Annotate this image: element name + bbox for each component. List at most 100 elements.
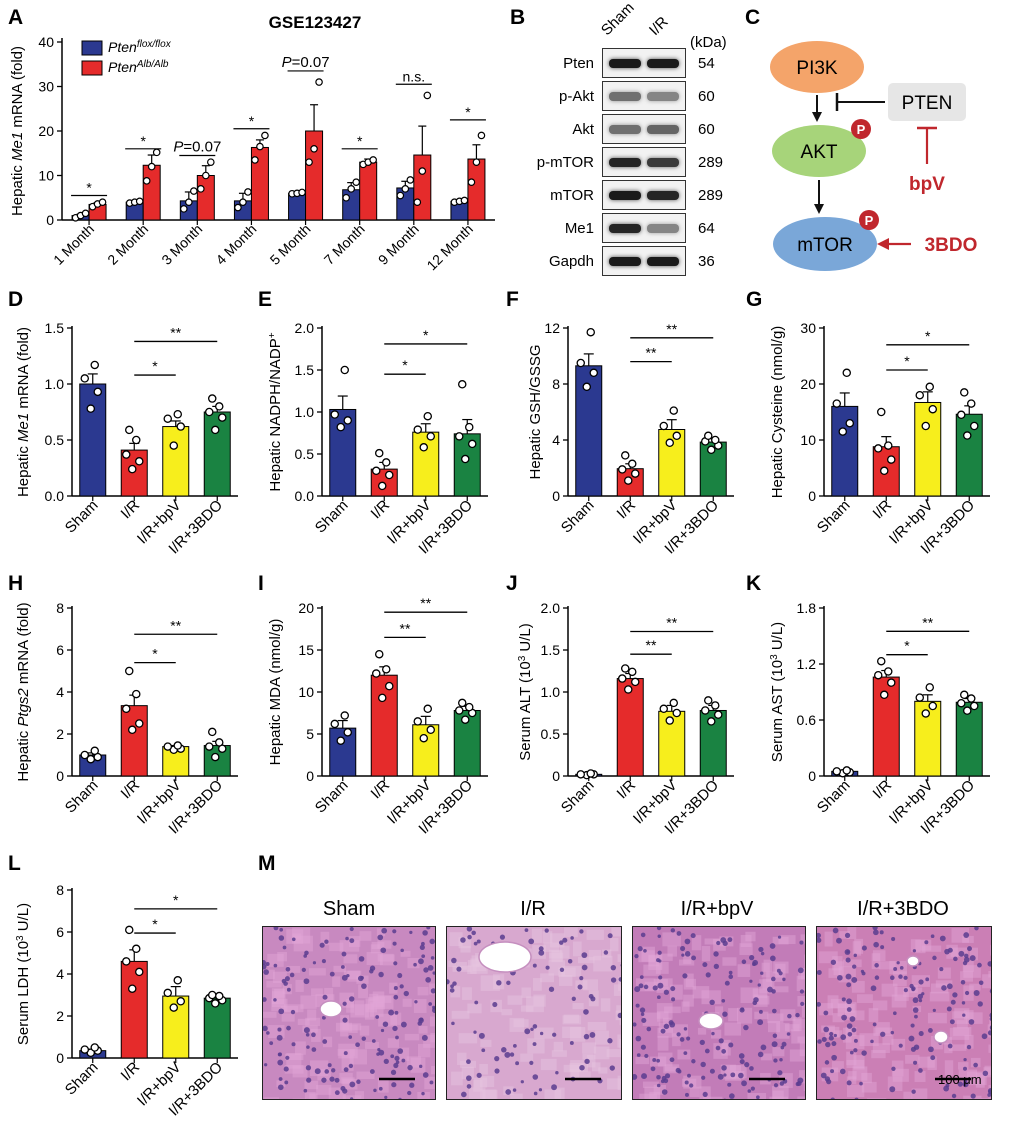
wb-kda-value: 54 <box>698 55 715 72</box>
significance-label: ** <box>666 615 677 631</box>
nucleus <box>620 963 621 967</box>
cytoplasm-patch <box>827 995 839 1009</box>
nucleus <box>449 988 455 993</box>
data-point <box>969 701 979 711</box>
cytoplasm-patch <box>837 1003 846 1017</box>
legend-swatch <box>81 40 103 56</box>
significance-label: ** <box>170 617 181 633</box>
nucleus <box>650 1066 656 1072</box>
nucleus <box>846 998 852 1005</box>
cytoplasm-patch <box>479 1063 488 1075</box>
nucleus <box>977 962 982 968</box>
data-point <box>142 177 151 185</box>
data-point <box>352 178 360 186</box>
nucleus <box>729 1093 735 1099</box>
nucleus <box>329 971 335 977</box>
cytoplasm-patch <box>340 1022 349 1037</box>
x-tick-label: I/R <box>614 497 640 523</box>
cytoplasm-patch <box>480 975 500 991</box>
data-point <box>298 188 306 197</box>
data-point <box>315 78 323 86</box>
x-tick-label: Sham <box>814 777 854 817</box>
nucleus <box>635 1035 642 1042</box>
nucleus <box>476 1072 482 1078</box>
nucleus <box>430 956 435 960</box>
nucleus <box>407 1064 413 1071</box>
nucleus <box>700 1061 706 1068</box>
nucleus <box>958 950 965 957</box>
cytoplasm-patch <box>480 1089 497 1099</box>
nucleus <box>394 1010 399 1015</box>
nucleus <box>661 1089 668 1095</box>
nucleus <box>893 967 898 971</box>
nucleus <box>749 979 753 983</box>
wb-band <box>647 59 679 68</box>
nucleus <box>947 1043 953 1049</box>
significance-label: ** <box>666 321 677 337</box>
nucleus <box>723 1073 727 1077</box>
central-vein <box>698 1012 724 1030</box>
cytoplasm-patch <box>964 1034 974 1049</box>
cytoplasm-patch <box>724 1022 741 1036</box>
cytoplasm-patch <box>653 979 668 987</box>
cytoplasm-patch <box>343 954 358 964</box>
nucleus <box>849 1016 856 1022</box>
histo-title-ir-bpv: I/R+bpV <box>680 898 754 920</box>
nucleus <box>795 1012 800 1018</box>
y-tick-label: 10 <box>800 432 816 448</box>
nucleus <box>828 1035 834 1041</box>
nucleus <box>341 951 347 957</box>
cytoplasm-patch <box>521 987 531 998</box>
cytoplasm-patch <box>329 942 344 952</box>
nucleus <box>633 1074 638 1080</box>
data-point <box>956 698 966 708</box>
nucleus <box>361 1036 366 1041</box>
cytoplasm-patch <box>839 931 850 939</box>
cytoplasm-patch <box>429 1016 435 1027</box>
data-point <box>125 666 134 676</box>
cytoplasm-patch <box>848 1071 857 1080</box>
nucleus <box>741 959 747 965</box>
cytoplasm-patch <box>417 1043 431 1058</box>
nucleus <box>432 1005 435 1010</box>
cytoplasm-patch <box>531 928 542 943</box>
nucleus <box>970 1093 976 1099</box>
data-point <box>665 716 674 725</box>
nucleus <box>846 1023 853 1029</box>
nucleus <box>683 1027 688 1031</box>
nucleus <box>757 1019 764 1026</box>
data-point <box>873 670 883 680</box>
western-blot-panel: Sham I/R (kDa) Pten 54 p-Akt 60 Akt 60 p-mTOR 2… <box>510 0 745 285</box>
nucleus <box>532 1024 538 1029</box>
nucleus <box>341 974 348 981</box>
cytoplasm-patch <box>799 1042 805 1057</box>
cytoplasm-patch <box>418 1025 428 1034</box>
significance-label: ** <box>922 614 933 630</box>
nucleus <box>584 1058 590 1065</box>
bar <box>305 130 324 221</box>
cytoplasm-patch <box>984 1065 991 1078</box>
cytoplasm-patch <box>657 1052 673 1067</box>
nucleus <box>369 965 376 971</box>
cytoplasm-patch <box>969 947 979 961</box>
panel-letter-c: C <box>745 6 761 29</box>
cytoplasm-patch <box>302 1025 318 1033</box>
nucleus <box>987 961 991 967</box>
cytoplasm-patch <box>772 936 789 945</box>
wb-blot-strip <box>602 114 686 144</box>
nucleus <box>538 949 545 956</box>
cytoplasm-patch <box>371 942 385 950</box>
nucleus <box>407 1090 412 1096</box>
nucleus <box>661 1075 667 1081</box>
mtor-node <box>773 217 877 271</box>
nucleus <box>509 1052 515 1057</box>
nucleus <box>912 1007 919 1013</box>
bar <box>831 405 859 497</box>
nucleus <box>618 977 621 982</box>
cytoplasm-patch <box>789 1049 805 1062</box>
nucleus <box>953 956 958 962</box>
akt-phospho-badge <box>851 119 871 139</box>
nucleus <box>817 1001 822 1007</box>
cytoplasm-patch <box>915 939 926 954</box>
